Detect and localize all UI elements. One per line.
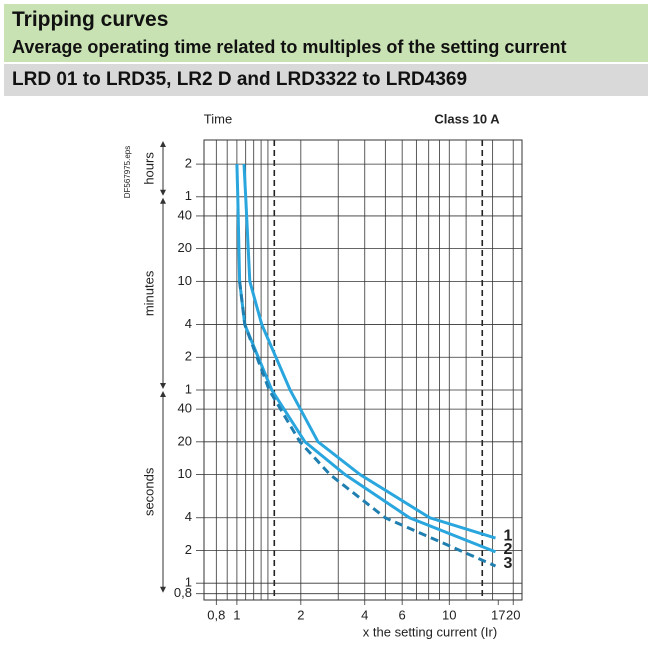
x-axis-label: x the setting current (Ir) [363,624,497,639]
section-label: hours [141,152,156,185]
x-tick-label: 2 [297,607,304,622]
y-axis-label: Time [204,111,232,126]
x-tick-label: 1 [233,607,240,622]
series-label: 2 [503,541,512,558]
y-tick-label: 40 [178,401,192,416]
y-tick-label: 1 [185,381,192,396]
y-tick-label: 20 [178,433,192,448]
y-tick-label: 4 [185,316,192,331]
x-tick-label: 17 [491,607,505,622]
chart-title: Class 10 A [434,111,500,126]
x-tick-label: 6 [399,607,406,622]
range-band: LRD 01 to LRD35, LR2 D and LRD3322 to LR… [4,64,648,96]
y-tick-label: 1 [185,575,192,590]
curve [235,164,497,554]
y-tick-label: 10 [178,273,192,288]
x-tick-label: 4 [361,607,368,622]
range-title: LRD 01 to LRD35, LR2 D and LRD3322 to LR… [12,69,468,90]
y-tick-label: 10 [178,466,192,481]
curve [238,281,497,568]
header-band: Tripping curves Average operating time r… [4,4,648,62]
y-tick-label: 2 [185,156,192,171]
plot-frame [203,139,523,601]
y-tick-label: 2 [185,349,192,364]
file-code: DF567975.eps [123,146,132,198]
y-tick-label: 2 [185,542,192,557]
section-arrow [160,141,166,196]
y-tick-label: 4 [185,509,192,524]
section-label: seconds [141,467,156,516]
y-tick-label: 40 [178,207,192,222]
subtitle: Average operating time related to multip… [12,37,567,57]
y-tick-label: 1 [185,188,192,203]
x-tick-label: 20 [506,607,520,622]
series-label: 3 [503,555,512,572]
y-tick-label: 20 [178,240,192,255]
x-tick-label: 10 [442,607,456,622]
series-label: 1 [503,527,512,544]
title: Tripping curves [12,8,169,31]
curve [242,164,496,540]
section-label: minutes [141,270,156,316]
y-tick-label: 0,8 [174,585,192,600]
x-tick-label: 0,8 [207,607,225,622]
